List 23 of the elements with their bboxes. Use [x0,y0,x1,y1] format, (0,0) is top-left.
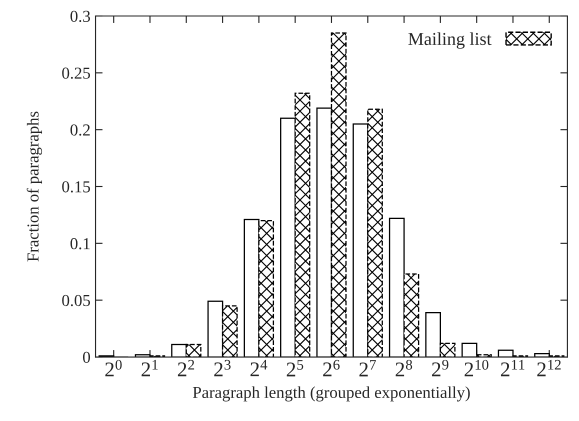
y-tick-label: 0 [82,352,90,363]
x-tick-label: 2$^{6}$ [323,360,340,376]
x-tick-label: 2$^{3}$ [214,360,231,376]
x-axis-title: Paragraph length (grouped exponentially) [192,386,470,402]
x-tick-label: 2$^{5}$ [286,360,304,376]
x-tick-label: 2$^{0}$ [105,360,122,376]
y-tick-label: 0.25 [62,68,90,79]
legend-label: Mailing list [408,32,492,49]
x-tick-label: 2$^{4}$ [250,360,268,376]
x-tick-label: 2$^{1}$ [142,360,158,376]
x-tick-label: 2$^{2}$ [178,360,194,376]
y-tick-label: 0.2 [70,124,90,136]
y-tick-label: 0.1 [70,238,90,250]
x-tick-label: 2$^{8}$ [396,360,412,376]
x-tick-label: 2$^{10}$ [464,360,488,376]
y-tick-label: 0.15 [62,181,90,193]
x-tick-label: 2$^{11}$ [500,360,524,376]
y-tick-label: 0.3 [70,10,90,22]
x-tick-label: 2$^{12}$ [537,360,561,376]
y-axis-title: Fraction of paragraphs [26,112,42,262]
x-tick-label: 2$^{9}$ [432,360,448,376]
x-tick-label: 2$^{7}$ [359,360,376,376]
y-tick-label: 0.05 [62,294,90,306]
